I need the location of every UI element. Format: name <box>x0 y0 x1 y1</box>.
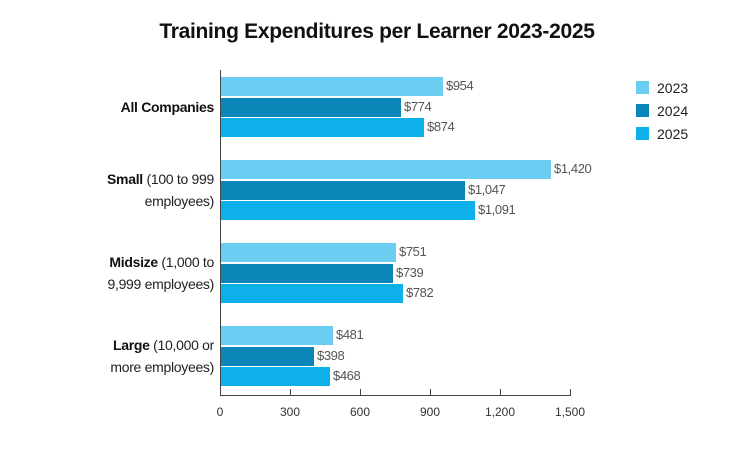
value-label: $774 <box>404 98 432 114</box>
value-label: $782 <box>406 285 434 300</box>
value-label: $468 <box>333 368 361 383</box>
x-axis-tick <box>570 389 571 396</box>
legend-item-2025: 2025 <box>636 122 688 145</box>
value-label: $1,091 <box>478 202 516 217</box>
value-label: $874 <box>427 119 455 134</box>
value-label: $398 <box>317 347 345 363</box>
bar-2025 <box>221 201 475 220</box>
bar-2024 <box>221 346 314 366</box>
x-axis-tick <box>430 389 431 396</box>
legend: 2023 2024 2025 <box>636 76 688 145</box>
legend-item-2024: 2024 <box>636 99 688 122</box>
value-label: $1,420 <box>554 161 592 176</box>
bar-2025 <box>221 284 403 303</box>
x-axis-tick-label: 1,500 <box>554 405 586 419</box>
legend-swatch-2024 <box>636 104 649 117</box>
y-axis-line <box>220 70 221 395</box>
category-label: All Companies <box>120 99 215 115</box>
bar-2023 <box>221 160 551 179</box>
value-label: $751 <box>399 244 427 259</box>
bar-2024 <box>221 97 401 117</box>
bar-2024 <box>221 263 393 283</box>
legend-label: 2025 <box>657 125 689 142</box>
value-label: $954 <box>446 78 474 93</box>
legend-swatch-2025 <box>636 127 649 140</box>
bar-2025 <box>221 118 424 137</box>
value-label: $739 <box>396 264 424 280</box>
value-label: $481 <box>336 327 364 342</box>
chart-title: Training Expenditures per Learner 2023-2… <box>159 20 595 43</box>
legend-item-2023: 2023 <box>636 76 688 99</box>
category-label: Small (100 to 999 employees) <box>107 171 214 209</box>
x-axis-tick <box>360 389 361 396</box>
x-axis-line <box>220 395 570 396</box>
x-axis-tick-label: 0 <box>216 405 224 419</box>
x-axis-tick-label: 900 <box>419 405 441 419</box>
bar-2025 <box>221 367 330 386</box>
bar-2023 <box>221 243 396 262</box>
legend-label: 2023 <box>657 79 689 96</box>
x-axis-tick <box>500 389 501 396</box>
bar-2023 <box>221 77 443 96</box>
bar-2023 <box>221 326 333 345</box>
x-axis-tick <box>290 389 291 396</box>
legend-swatch-2023 <box>636 81 649 94</box>
bar-2024 <box>221 180 465 200</box>
category-label: Midsize (1,000 to 9,999 employees) <box>107 254 215 292</box>
category-label: Large (10,000 or more employees) <box>110 337 214 375</box>
value-label: $1,047 <box>468 181 506 197</box>
x-axis-tick-label: 600 <box>349 405 371 419</box>
x-axis-tick-label: 300 <box>279 405 301 419</box>
x-axis-tick-label: 1,200 <box>484 405 516 419</box>
legend-label: 2024 <box>657 102 689 119</box>
